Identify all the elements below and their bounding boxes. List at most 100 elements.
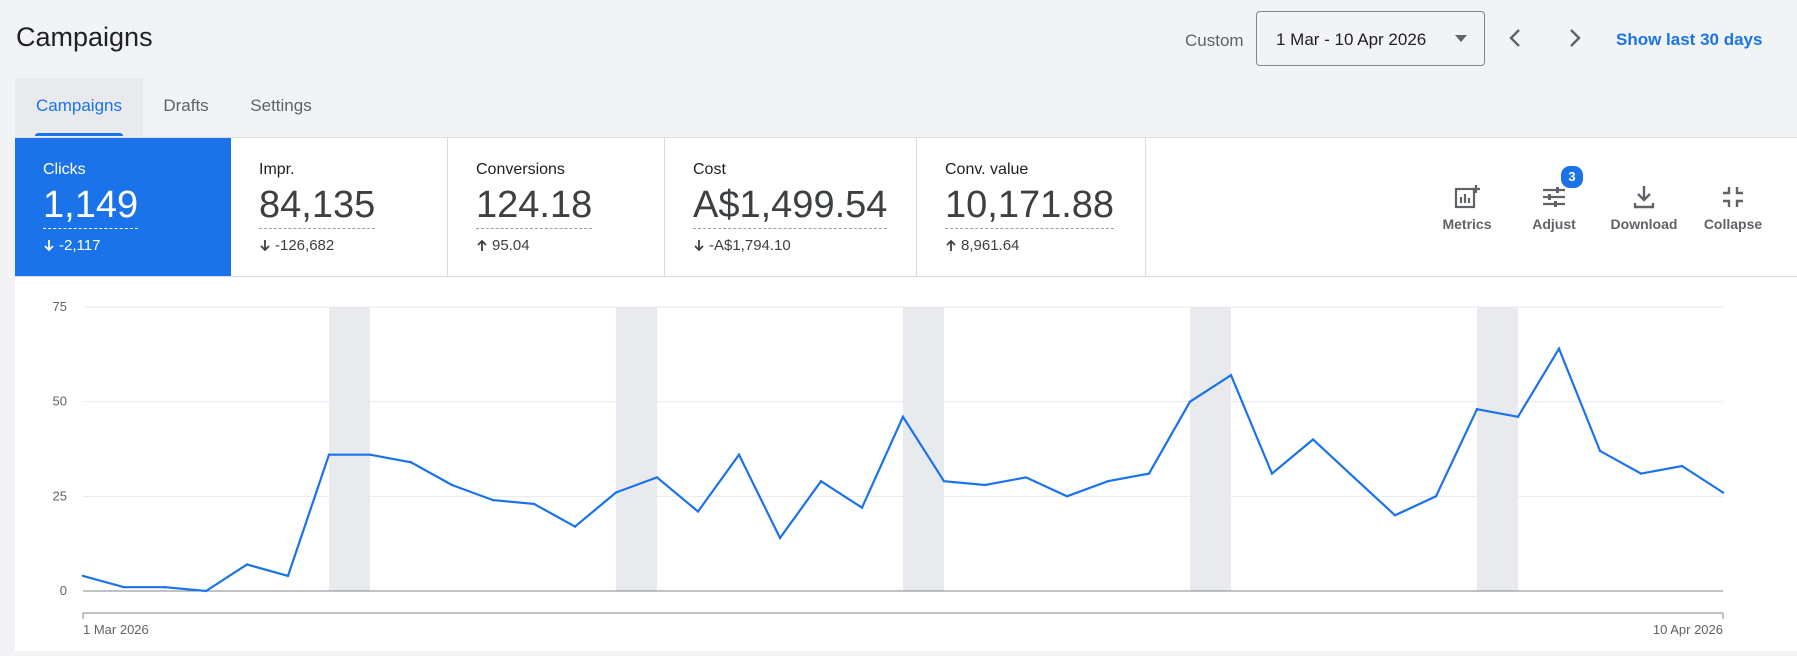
metrics-icon [1454,185,1480,209]
data-point [1147,472,1151,475]
metric-delta: -2,117 [43,237,100,254]
metric-value: A$1,499.54 [693,183,888,229]
x-tick-label-end: 10 Apr 2026 [1653,622,1723,637]
tool-label: Download [1610,216,1678,232]
data-point [901,415,905,419]
page-title: Campaigns [16,22,153,52]
metric-value: 1,149 [43,183,139,229]
show-last-30-days-link[interactable]: Show last 30 days [1616,30,1763,49]
arrow-down-icon [694,240,704,252]
data-point [1311,438,1315,441]
metric-card-conv-value[interactable]: Conv. value 10,171.88 8,961.64 [917,138,1146,276]
data-point [1065,495,1069,498]
data-point [204,589,208,593]
metric-card-conversions[interactable]: Conversions 124.18 95.04 [448,138,665,276]
adjust-button[interactable]: 3 Adjust [1514,138,1594,276]
weekend-band [1477,307,1518,591]
metric-delta: 95.04 [476,237,530,254]
data-point [245,563,249,566]
tool-label: Adjust [1532,216,1576,232]
arrow-down-icon [260,240,270,252]
metric-label: Conversions [476,161,565,178]
data-point [1475,408,1479,411]
metric-value: 84,135 [259,183,376,229]
tab-settings[interactable]: Settings [250,96,312,115]
weekend-band [329,307,370,591]
chevron-right-icon [1570,29,1581,47]
date-range-value: 1 Mar - 10 Apr 2026 [1276,30,1427,49]
data-point [1024,476,1028,479]
top-bar: Campaigns Custom 1 Mar - 10 Apr 2026 Sho… [0,0,1797,137]
collapse-icon [1723,187,1743,207]
data-point [1188,400,1192,403]
collapse-button[interactable]: Collapse [1693,138,1773,276]
metric-card-clicks[interactable]: Clicks 1,149 -2,117 [15,138,231,276]
data-point [1680,464,1684,468]
chart-svg: 0 25 50 75 1 Mar 2026 10 Apr 2026 [53,299,1725,637]
data-point [696,510,700,513]
metric-delta-value: -A$1,794.10 [709,237,791,254]
data-point [450,483,454,487]
previous-period-button[interactable] [1498,20,1534,56]
data-point [573,525,577,528]
metric-delta: 8,961.64 [945,237,1019,254]
data-point [1106,479,1110,483]
data-point [1352,476,1356,479]
metric-delta-value: -2,117 [59,237,101,254]
arrow-up-icon [477,239,487,251]
data-point [1557,347,1561,350]
metric-value: 124.18 [476,183,593,229]
y-tick-label: 0 [60,583,67,598]
data-point [327,453,331,456]
data-point [491,498,495,502]
y-tick-label: 50 [53,394,67,409]
data-point [368,453,372,456]
metric-value: 10,171.88 [945,183,1115,229]
data-point [1393,514,1397,517]
metric-card-cost[interactable]: Cost A$1,499.54 -A$1,794.10 [665,138,917,276]
download-icon [1633,186,1655,209]
metric-delta-value: -126,682 [275,237,335,254]
data-point [942,479,946,483]
weekend-band [616,307,657,591]
metrics-button[interactable]: Metrics [1427,138,1507,276]
tab-campaigns[interactable]: Campaigns [15,78,143,136]
metric-delta-value: 95.04 [492,237,530,254]
adjust-count-badge: 3 [1559,164,1585,190]
date-range-dropdown[interactable]: 1 Mar - 10 Apr 2026 [1256,11,1485,66]
weekend-band [1190,307,1231,591]
data-point [1721,491,1725,494]
metric-label: Clicks [43,161,86,178]
tune-icon [1543,187,1565,207]
data-point [122,586,126,589]
data-point [1270,472,1274,475]
data-point [1516,415,1520,419]
metric-delta: -A$1,794.10 [693,237,791,254]
next-period-button[interactable] [1556,20,1592,56]
metric-label: Cost [693,161,726,178]
dropdown-caret-icon [1455,35,1467,42]
metric-delta: -126,682 [259,237,334,254]
performance-chart: 0 25 50 75 1 Mar 2026 10 Apr 2026 [15,277,1797,651]
data-point [163,586,167,589]
tool-label: Metrics [1442,216,1492,232]
data-point [532,502,536,506]
tab-drafts[interactable]: Drafts [163,96,209,115]
data-point [81,574,85,578]
metric-label: Impr. [259,161,295,178]
data-point [409,461,413,464]
x-tick-label-start: 1 Mar 2026 [83,622,149,637]
data-point [819,479,823,483]
data-point [1229,373,1233,377]
data-point [286,574,290,578]
y-tick-label: 75 [53,299,67,314]
download-button[interactable]: Download [1604,138,1684,276]
metric-card-impressions[interactable]: Impr. 84,135 -126,682 [231,138,448,276]
data-point [860,506,864,509]
data-point [1598,449,1602,453]
tool-label: Collapse [1703,216,1763,232]
metrics-scorecard: Clicks 1,149 -2,117 Impr. 84,135 -126,68… [15,137,1797,277]
arrow-down-icon [44,240,54,252]
data-point [737,453,741,456]
chevron-left-icon [1509,29,1520,47]
